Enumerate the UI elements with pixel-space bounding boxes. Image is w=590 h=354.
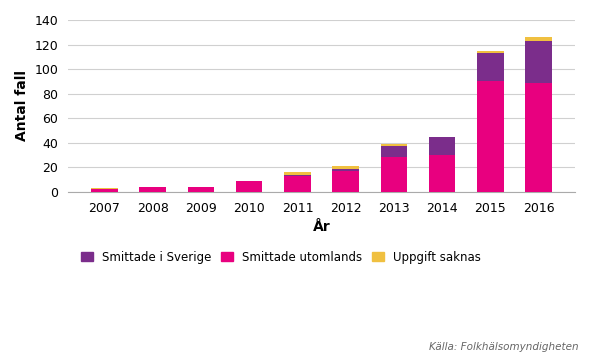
Bar (429, 137, 455, 155)
Bar (477, 53, 504, 81)
Bar (429, 155, 455, 192)
Bar (526, 41, 552, 82)
Bar (188, 187, 214, 192)
Bar (477, 51, 504, 53)
X-axis label: År: År (313, 220, 330, 234)
Bar (139, 187, 166, 192)
Bar (91, 189, 118, 192)
Bar (284, 175, 311, 176)
Bar (381, 144, 407, 147)
Text: Källa: Folkhälsomyndigheten: Källa: Folkhälsomyndigheten (428, 342, 578, 352)
Y-axis label: Antal fall: Antal fall (15, 70, 29, 142)
Bar (381, 158, 407, 192)
Bar (332, 166, 359, 169)
Bar (477, 81, 504, 192)
Bar (332, 171, 359, 192)
Bar (526, 37, 552, 41)
Bar (284, 172, 311, 175)
Bar (91, 188, 118, 189)
Legend: Smittade i Sverige, Smittade utomlands, Uppgift saknas: Smittade i Sverige, Smittade utomlands, … (76, 246, 486, 268)
Bar (284, 176, 311, 192)
Bar (332, 169, 359, 171)
Bar (236, 181, 263, 192)
Bar (381, 147, 407, 158)
Bar (526, 82, 552, 192)
